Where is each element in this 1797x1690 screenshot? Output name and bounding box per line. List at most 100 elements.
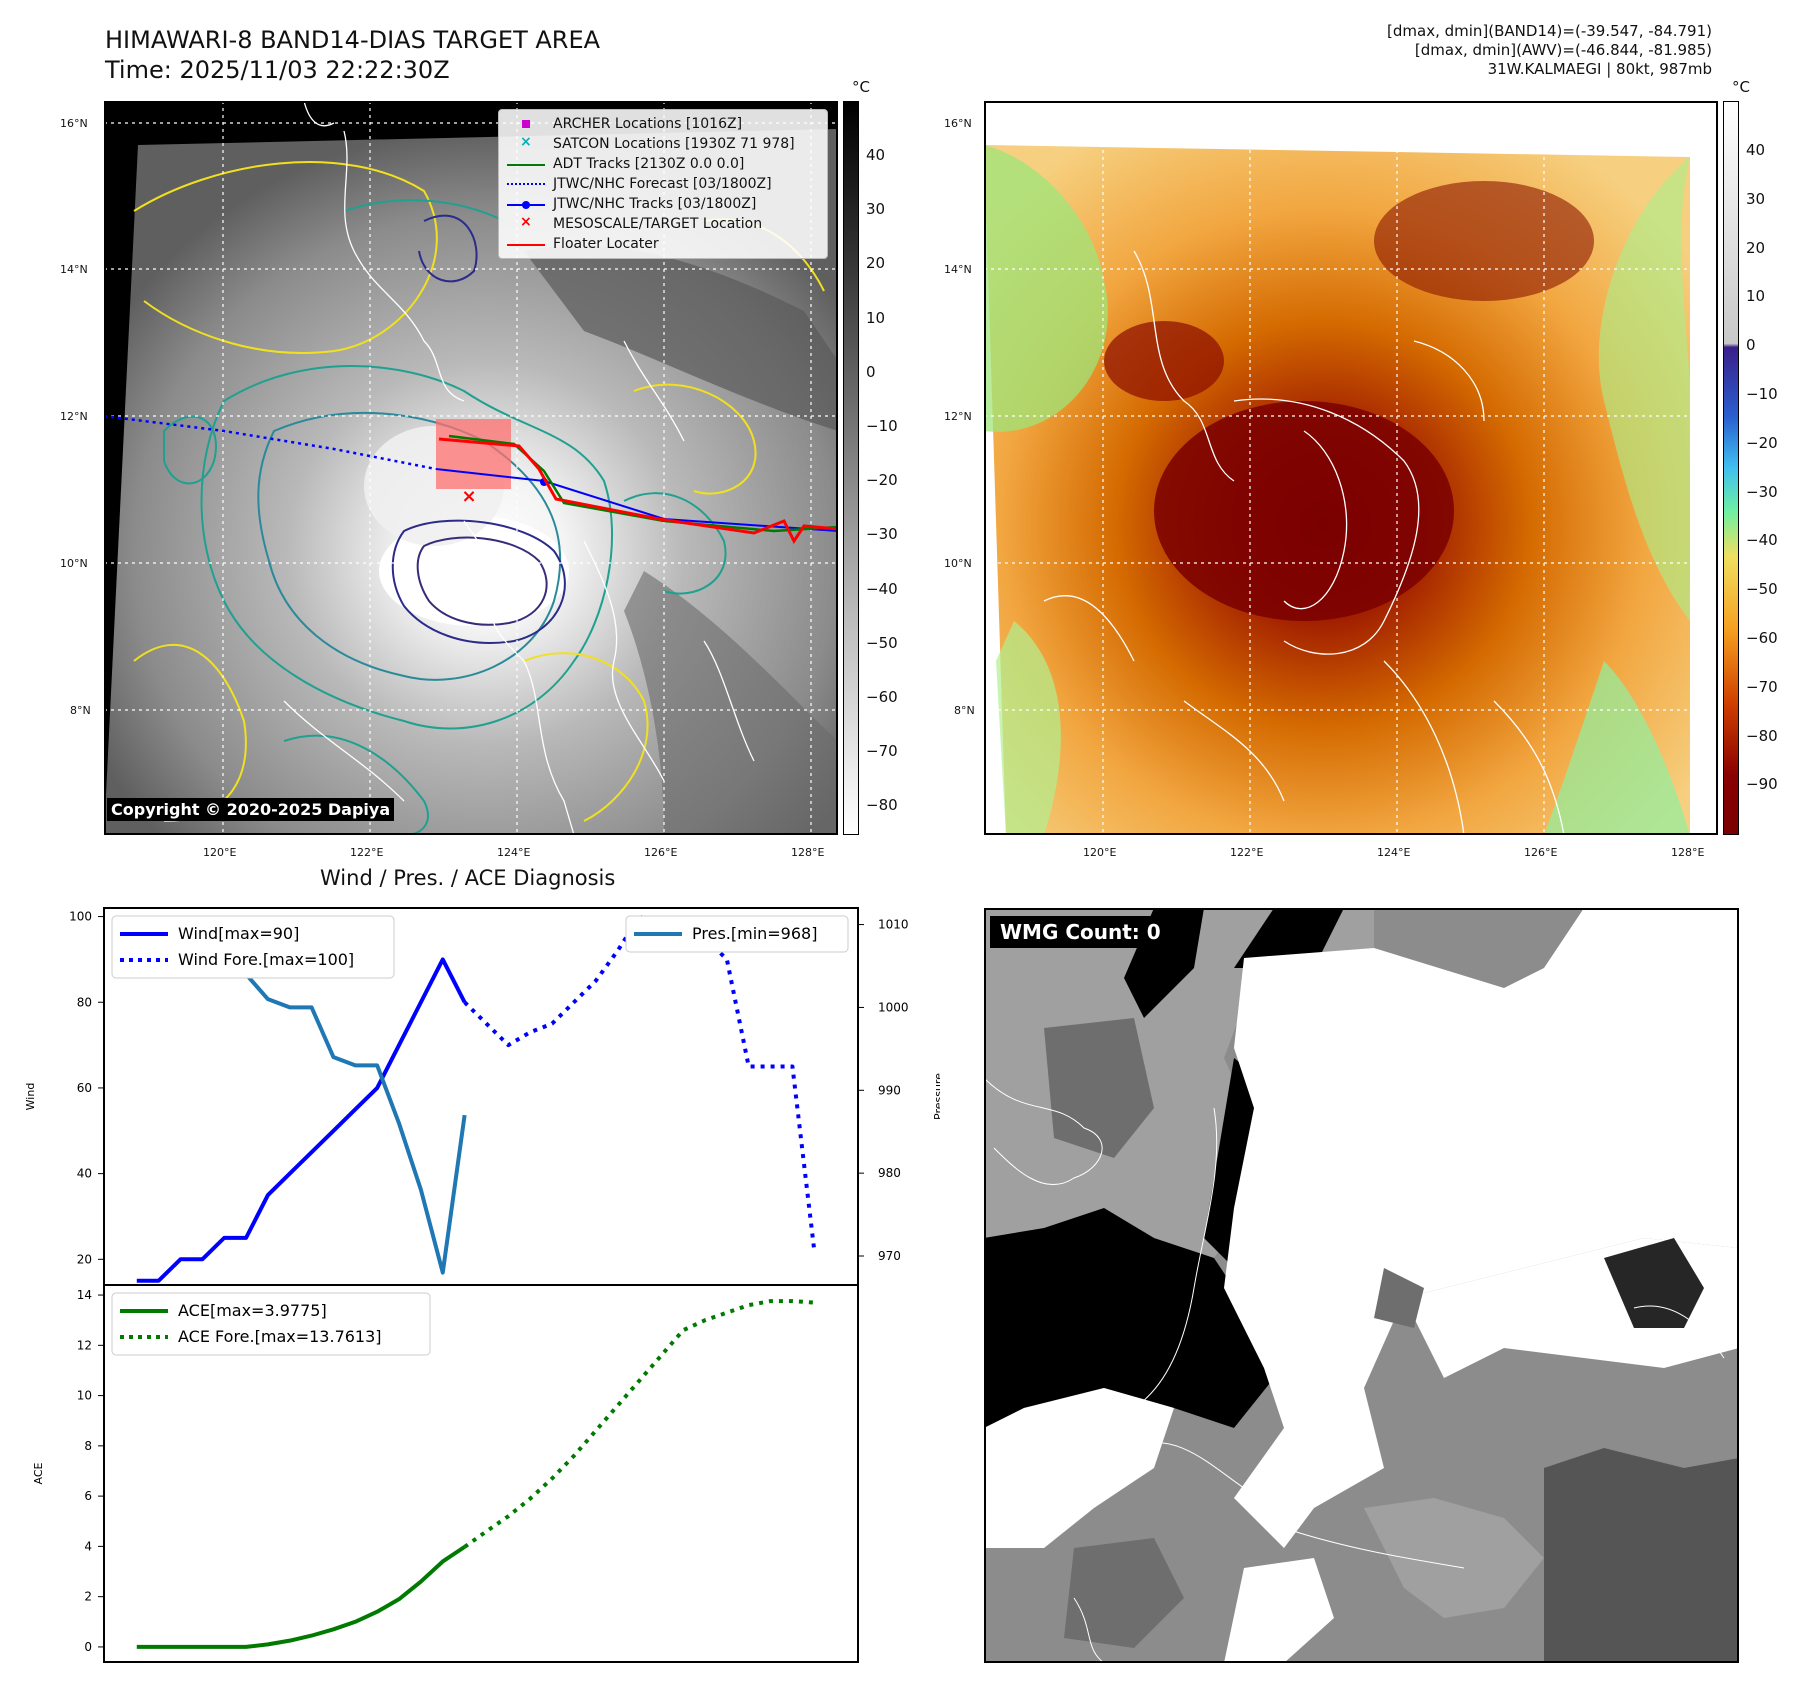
color-colorbar bbox=[1723, 101, 1739, 835]
colorbar-tick-label: −10 bbox=[866, 417, 898, 435]
lon-label: 128°E bbox=[791, 846, 825, 859]
colorbar-tick-label: −40 bbox=[866, 579, 898, 598]
info-storm-name: 31W.KALMAEGI | 80kt, 987mb bbox=[1487, 60, 1712, 78]
diagnosis-chart: 20 40 60 80 100 970 980 990 1000 1010 0 2 4 6 8 10 12 14 W… bbox=[24, 907, 940, 1663]
wmg-frame bbox=[984, 908, 1739, 1663]
awv-map-image bbox=[984, 101, 1718, 836]
colorbar-tick-label: 10 bbox=[866, 308, 886, 327]
legend-entry: ACE[max=3.9775] bbox=[178, 1301, 327, 1320]
wind-axis-label: Wind bbox=[24, 1083, 37, 1111]
awv-map-frame bbox=[984, 101, 1718, 835]
square-icon bbox=[507, 117, 545, 131]
lon-label: 122°E bbox=[350, 846, 384, 859]
ace-ytick-label: 2 bbox=[84, 1590, 92, 1604]
lat-label: 14°N bbox=[60, 263, 88, 276]
figure-title: HIMAWARI-8 BAND14-DIAS TARGET AREA bbox=[105, 26, 601, 54]
legend-adt: ADT Tracks [2130Z 0.0 0.0] bbox=[507, 154, 819, 174]
lon-label: 124°E bbox=[497, 846, 531, 859]
legend-satcon: × SATCON Locations [1930Z 71 978] bbox=[507, 134, 819, 154]
lon-label: 126°E bbox=[1524, 846, 1558, 859]
colorbar-tick-label: −70 bbox=[1746, 677, 1778, 696]
colorbar-tick-label: −50 bbox=[1746, 580, 1778, 599]
legend-label: MESOSCALE/TARGET Location bbox=[553, 216, 763, 232]
colorbar-tick-label: −20 bbox=[1746, 433, 1778, 452]
pressure-ytick-label: 1010 bbox=[878, 918, 909, 932]
series-line-ace bbox=[136, 1545, 466, 1649]
awv-map-panel bbox=[984, 101, 1718, 836]
colorbar-tick-label: 40 bbox=[1746, 141, 1766, 159]
colorbar-tick-label: −50 bbox=[866, 633, 898, 652]
lat-label: 8°N bbox=[954, 704, 975, 717]
svg-text:×: × bbox=[461, 486, 476, 507]
colorbar-tick-label: −10 bbox=[1746, 385, 1778, 403]
colorbar-tick-label: 30 bbox=[1746, 189, 1766, 208]
chart-legend-box bbox=[111, 1292, 431, 1356]
lat-label: 12°N bbox=[944, 410, 972, 423]
legend-entry: Wind Fore.[max=100] bbox=[178, 950, 354, 969]
gray-colorbar bbox=[843, 101, 859, 835]
legend-label: JTWC/NHC Forecast [03/1800Z] bbox=[553, 176, 772, 192]
legend-floater: Floater Locater bbox=[507, 234, 819, 254]
chart-legend-box bbox=[625, 915, 849, 953]
colorbar-tick-label: 0 bbox=[866, 362, 876, 381]
x-mark-icon: × bbox=[520, 134, 532, 150]
ace-axis-label: ACE bbox=[32, 1462, 45, 1484]
wmg-count-label: WMG Count: 0 bbox=[990, 916, 1171, 948]
lon-label: 122°E bbox=[1230, 846, 1264, 859]
lat-label: 10°N bbox=[60, 557, 88, 570]
legend-entry: ACE Fore.[max=13.7613] bbox=[178, 1327, 382, 1346]
lat-label: 8°N bbox=[70, 704, 91, 717]
legend-entry: Pres.[min=968] bbox=[692, 924, 817, 943]
legend-label: ADT Tracks [2130Z 0.0 0.0] bbox=[553, 156, 745, 172]
diagnosis-title: Wind / Pres. / ACE Diagnosis bbox=[320, 866, 616, 890]
colorbar-tick-label: −60 bbox=[1746, 629, 1778, 647]
figure-info: [dmax, dmin](BAND14)=(-39.547, -84.791) … bbox=[1387, 22, 1712, 79]
pressure-ytick-label: 970 bbox=[878, 1249, 901, 1263]
pressure-axis-label: Pressure bbox=[932, 1073, 940, 1120]
lat-label: 16°N bbox=[944, 117, 972, 130]
lat-label: 14°N bbox=[944, 263, 972, 276]
colorbar-tick-label: 30 bbox=[866, 200, 886, 219]
wind-ytick-label: 100 bbox=[69, 910, 92, 924]
colorbar-tick-label: −90 bbox=[1746, 775, 1778, 794]
ace-ytick-label: 12 bbox=[77, 1338, 92, 1352]
legend-jtwc-tracks: JTWC/NHC Tracks [03/1800Z] bbox=[507, 194, 819, 214]
legend-jtwc-forecast: JTWC/NHC Forecast [03/1800Z] bbox=[507, 174, 819, 194]
map-legend: ARCHER Locations [1016Z] × SATCON Locatio… bbox=[498, 109, 828, 259]
line-icon bbox=[507, 157, 545, 171]
lon-label: 124°E bbox=[1377, 846, 1411, 859]
colorbar-tick-label: −20 bbox=[866, 471, 898, 490]
lat-label: 12°N bbox=[60, 410, 88, 423]
copyright-label: Copyright © 2020-2025 Dapiya bbox=[107, 798, 395, 821]
lon-label: 126°E bbox=[644, 846, 678, 859]
ace-ytick-label: 4 bbox=[84, 1539, 92, 1553]
colorbar-tick-label: 0 bbox=[1746, 336, 1756, 355]
lat-label: 10°N bbox=[944, 557, 972, 570]
lat-label: 16°N bbox=[60, 117, 88, 130]
colorbar-tick-label: −30 bbox=[866, 525, 898, 544]
colorbar-tick-label: 20 bbox=[866, 254, 886, 273]
wind-ytick-label: 60 bbox=[77, 1081, 92, 1095]
colorbar-tick-label: 20 bbox=[1746, 238, 1766, 257]
chart-legend-box bbox=[111, 915, 395, 979]
x-mark-icon: × bbox=[520, 214, 532, 230]
legend-label: Floater Locater bbox=[553, 236, 659, 252]
legend-label: JTWC/NHC Tracks [03/1800Z] bbox=[553, 196, 757, 212]
wind-ytick-label: 40 bbox=[77, 1167, 92, 1181]
legend-entry: Wind[max=90] bbox=[178, 924, 299, 943]
colorbar-tick-label: −80 bbox=[1746, 726, 1778, 745]
wind-ytick-label: 20 bbox=[77, 1252, 92, 1266]
colorbar-tick-label: −70 bbox=[866, 742, 898, 761]
ir-map-frame bbox=[104, 101, 838, 835]
pressure-ytick-label: 1000 bbox=[878, 1000, 909, 1014]
legend-mesoscale: × MESOSCALE/TARGET Location bbox=[507, 214, 819, 234]
colorbar-tick-label: 10 bbox=[1746, 287, 1766, 306]
series-line-wind-fore- bbox=[463, 914, 817, 1251]
ace-ytick-label: 0 bbox=[84, 1640, 92, 1654]
line-dot-icon bbox=[507, 197, 545, 211]
ace-axes-frame bbox=[103, 1284, 859, 1663]
ir-map-panel: × ARCHER Locations [1016Z] × SATCON Locat… bbox=[103, 100, 839, 836]
legend-archer: ARCHER Locations [1016Z] bbox=[507, 114, 819, 134]
lon-label: 120°E bbox=[203, 846, 237, 859]
colorbar-tick-label: −80 bbox=[866, 796, 898, 815]
